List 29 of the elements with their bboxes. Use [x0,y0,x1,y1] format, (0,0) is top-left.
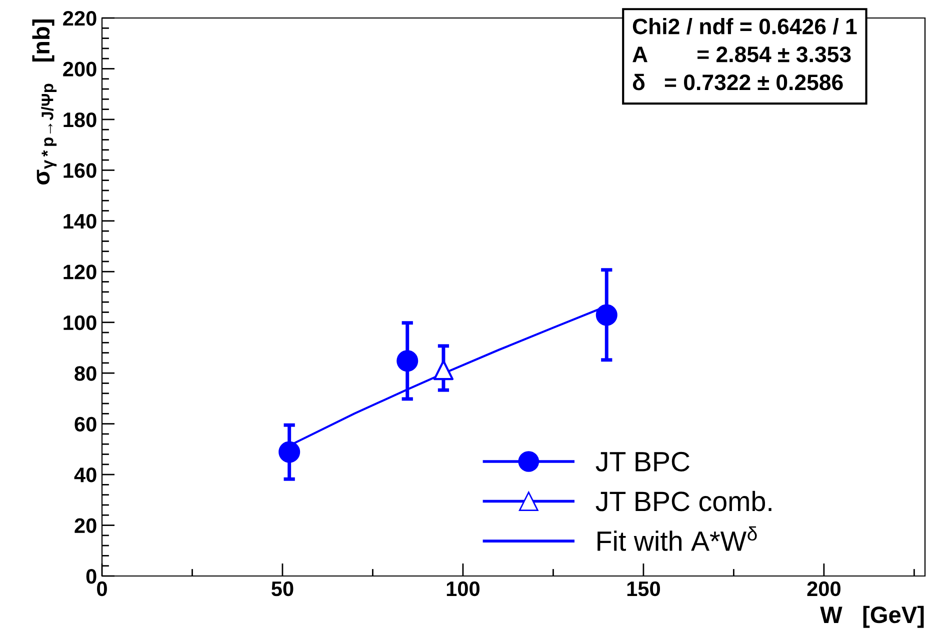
y-tick-label: 100 [64,315,96,330]
y-tick-label: 120 [64,264,96,280]
y-tick-label: 40 [74,468,96,482]
y-tick-label: 80 [74,366,96,381]
annotation: Chi2 / ndf = 0.6426 / 1 [632,18,857,35]
x-tick-label: 50 [272,581,294,596]
point [278,441,300,463]
point [433,360,454,380]
point [596,304,618,326]
y-tick-label: 140 [64,214,96,229]
annotation: A = 2.854 ± 3.353 [632,46,851,62]
legend-label: JT BPC [596,452,690,472]
text: σ$_{γ*p→J/Ψp}$ [nb] [32,20,57,184]
y-tick-label: 220 [63,11,96,26]
x-tick-label: 100 [446,581,480,596]
y-tick-label: 200 [63,62,96,76]
y-tick-label: 0 [86,569,96,584]
x-tick-label: 200 [807,581,840,596]
y-tick-label: 180 [64,112,96,128]
legend-label: JT BPC comb. [596,490,772,512]
y-tick-label: 60 [74,416,96,432]
legend-label: Fit with A*W$^{δ}$ [598,526,757,551]
x-axis-title: W [GeV] [820,606,924,628]
y-tick-label: 160 [64,163,96,178]
x-tick-label: 0 [97,581,107,596]
point [396,350,418,372]
x-tick-label: 150 [627,581,660,596]
y-tick-label: 20 [74,518,96,534]
annotation: δ = 0.7322 ± 0.2586 [632,74,843,90]
